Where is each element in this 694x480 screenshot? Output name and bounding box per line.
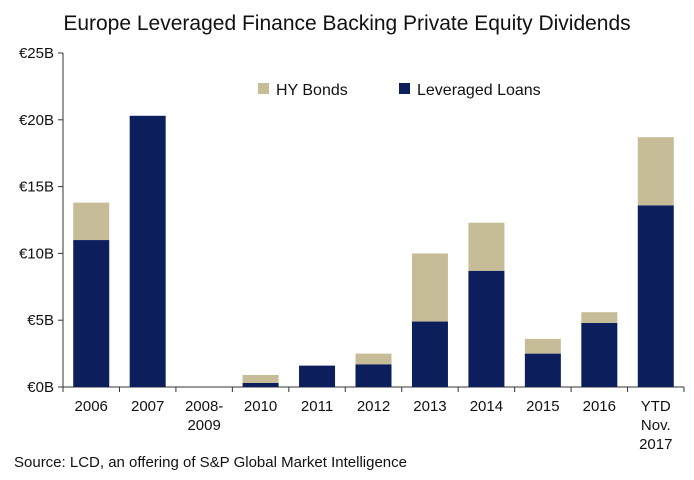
bar-leveraged-loans <box>468 270 505 387</box>
y-tick-label: €0B <box>27 379 54 396</box>
y-tick-label: €5B <box>27 312 54 329</box>
bar-leveraged-loans <box>73 240 110 387</box>
bar-leveraged-loans <box>637 205 674 387</box>
bar-leveraged-loans <box>299 365 336 387</box>
bar-leveraged-loans <box>411 321 448 387</box>
chart-title: Europe Leveraged Finance Backing Private… <box>63 12 631 35</box>
bar-hy-bonds <box>242 374 279 383</box>
x-tick-label: 2011 <box>301 398 333 415</box>
x-tick-label: 2008- <box>185 398 223 415</box>
x-tick-label: 2006 <box>75 398 108 415</box>
bar-hy-bonds <box>411 253 448 322</box>
bar-hy-bonds <box>524 338 561 354</box>
bar-hy-bonds <box>637 137 674 206</box>
bar-leveraged-loans <box>581 322 618 387</box>
y-tick-label: €10B <box>19 245 54 262</box>
bar-leveraged-loans <box>242 382 279 387</box>
x-tick-label: 2016 <box>583 398 616 415</box>
source-note: Source: LCD, an offering of S&P Global M… <box>14 454 407 471</box>
x-tick-label: YTD <box>641 398 671 415</box>
y-tick-label: €25B <box>19 45 54 62</box>
bar-hy-bonds <box>355 353 392 365</box>
x-tick-label: Nov. <box>641 417 671 434</box>
y-tick-label: €20B <box>19 112 54 129</box>
bar-hy-bonds <box>73 202 110 241</box>
bar-leveraged-loans <box>524 353 561 387</box>
x-tick-label: 2012 <box>357 398 390 415</box>
x-tick-label: 2015 <box>526 398 559 415</box>
x-tick-label: 2014 <box>470 398 503 415</box>
legend-label: HY Bonds <box>276 82 348 99</box>
legend-swatch <box>258 83 269 94</box>
x-tick-label: 2017 <box>639 436 672 453</box>
x-tick-label: 2013 <box>413 398 446 415</box>
legend-label: Leveraged Loans <box>417 82 541 99</box>
x-tick-label: 2007 <box>131 398 164 415</box>
legend-swatch <box>399 83 410 94</box>
x-tick-label: 2010 <box>244 398 277 415</box>
bar-hy-bonds <box>581 312 618 323</box>
y-tick-label: €15B <box>19 179 54 196</box>
bar-hy-bonds <box>468 222 505 271</box>
x-tick-label: 2009 <box>187 417 220 434</box>
bar-leveraged-loans <box>129 115 166 388</box>
bar-leveraged-loans <box>355 364 392 387</box>
